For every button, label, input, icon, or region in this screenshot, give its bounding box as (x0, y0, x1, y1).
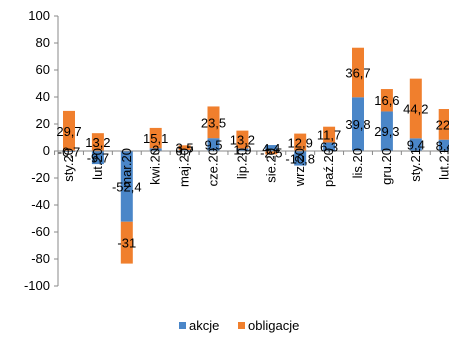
data-label-obligacje: 13,2 (230, 133, 255, 148)
category-label: kwi.20 (148, 148, 163, 185)
bar-obligacje-kwi.20 (149, 127, 162, 149)
data-label-obligacje: 23,5 (201, 115, 226, 130)
data-label-obligacje: 22, (436, 117, 449, 132)
data-label-akcje: -0,7 (58, 144, 80, 159)
data-label-akcje: 6,3 (320, 140, 338, 155)
data-label-obligacje: 16,6 (374, 93, 399, 108)
y-tick-label: 60 (36, 62, 50, 77)
bar-akcje-sty.21 (409, 138, 422, 151)
bar-obligacje-sie.20 (265, 151, 278, 155)
bar-akcje-lut.20 (91, 151, 104, 165)
data-label-obligacje: 3,5 (176, 141, 194, 156)
y-tick-label: 20 (36, 116, 50, 131)
bar-akcje-paź.20 (323, 142, 336, 151)
category-label: lut.20 (90, 148, 105, 180)
data-label-akcje: 4,4 (262, 141, 280, 156)
category-label: sty.20 (61, 148, 76, 182)
category-label: wrz.20 (292, 148, 307, 187)
bar-akcje-wrz.20 (294, 151, 307, 166)
category-label: sie.20 (263, 148, 278, 183)
y-tick-label: -100 (24, 278, 50, 293)
category-label: cze.20 (206, 148, 221, 186)
bar-obligacje-lis.20 (352, 47, 364, 98)
y-tick-label: 40 (36, 89, 50, 104)
bar-obligacje-sty.21 (409, 78, 422, 139)
category-label: lut.21 (437, 148, 449, 180)
bar-akcje-cze.20 (207, 138, 220, 151)
bar-obligacje-lip.20 (236, 130, 249, 149)
bar-akcje-lut.21 (438, 139, 449, 151)
bar-akcje-lip.20 (236, 148, 249, 151)
bar-obligacje-mar.20 (120, 221, 133, 264)
data-label-akcje: -9,7 (87, 151, 109, 166)
category-label: sty.21 (408, 148, 423, 182)
data-label-obligacje: 15,1 (143, 131, 168, 146)
bar-akcje-gru.20 (380, 111, 393, 151)
data-label-akcje: -10,8 (285, 151, 315, 166)
legend-label-obligacje: obligacje (248, 318, 299, 333)
data-label-akcje: 0,7 (176, 144, 194, 159)
y-tick-label: -80 (31, 251, 50, 266)
bar-obligacje-lut.21 (438, 109, 449, 140)
data-label-akcje: 2 (152, 143, 159, 158)
data-label-obligacje: 29,7 (56, 124, 81, 139)
y-tick-label: -60 (31, 224, 50, 239)
data-label-obligacje: -2,5 (260, 146, 282, 161)
category-label: paź.20 (321, 148, 336, 187)
data-label-akcje: -52,4 (112, 179, 142, 194)
bar-akcje-mar.20 (120, 151, 133, 222)
bar-akcje-kwi.20 (149, 148, 162, 151)
bar-obligacje-cze.20 (207, 106, 220, 139)
data-label-akcje: 1,9 (233, 143, 251, 158)
category-labels: sty.20 lut.20 mar.20 kwi.20 maj.20 cze.20 lip.… (61, 148, 449, 188)
bar-obligacje-lut.20 (91, 133, 104, 151)
data-label-akcje: 39,8 (345, 117, 370, 132)
bar-obligacje-sty.20 (63, 110, 75, 151)
y-tick-label: -20 (31, 170, 50, 185)
category-label: mar.20 (119, 148, 134, 188)
data-label-obligacje: 12,9 (288, 135, 313, 150)
data-label-akcje: 9,4 (407, 138, 425, 153)
data-label-obligacje: 13,2 (85, 135, 110, 150)
bar-obligacje-wrz.20 (294, 133, 307, 151)
category-label: lip.20 (234, 148, 249, 179)
legend-swatch-akcje (179, 322, 186, 329)
y-tick-label: 80 (36, 35, 50, 50)
data-label-akcje: 9,5 (204, 138, 222, 153)
bar-obligacje-gru.20 (380, 89, 393, 112)
data-label-obligacje: 11,7 (317, 128, 341, 143)
category-label: gru.20 (379, 148, 394, 185)
legend: akcje obligacje (179, 318, 299, 333)
data-label-obligacje: 44,2 (403, 101, 428, 116)
y-tick-label: 0 (43, 143, 50, 158)
category-label: maj.20 (177, 148, 192, 187)
x-axis (54, 150, 449, 155)
y-axis: 100 80 60 40 20 0 -20 -40 -60 -80 -100 (24, 8, 59, 293)
data-label-obligacje: -31 (117, 236, 136, 251)
y-tick-label: -40 (31, 197, 50, 212)
data-label-obligacje: 36,7 (345, 65, 370, 80)
bar-obligacje-paź.20 (323, 126, 336, 143)
data-label-akcje: 29,3 (374, 124, 399, 139)
legend-swatch-obligacje (238, 322, 245, 329)
y-tick-label: 100 (28, 8, 50, 23)
category-label: lis.20 (350, 148, 365, 178)
legend-label-akcje: akcje (189, 318, 219, 333)
bar-obligacje-maj.20 (178, 145, 191, 151)
data-label-akcje: 8,4 (436, 138, 449, 153)
bar-akcje-sie.20 (265, 145, 278, 151)
bar-akcje-lis.20 (352, 97, 364, 151)
